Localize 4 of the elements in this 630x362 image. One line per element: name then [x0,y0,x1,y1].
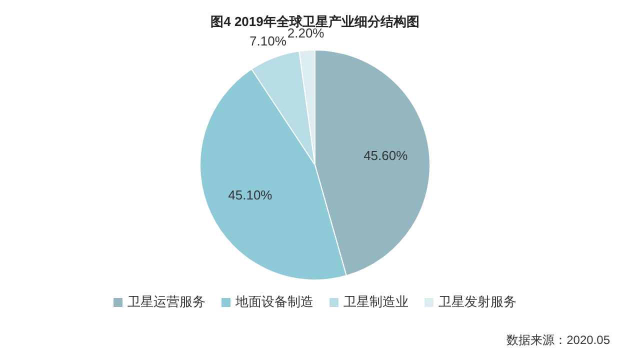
data-label: 45.10% [228,188,273,203]
data-label: 45.60% [364,148,408,164]
data-label: 7.10% [250,34,287,49]
source-note: 数据来源：2020.05 [506,333,610,347]
